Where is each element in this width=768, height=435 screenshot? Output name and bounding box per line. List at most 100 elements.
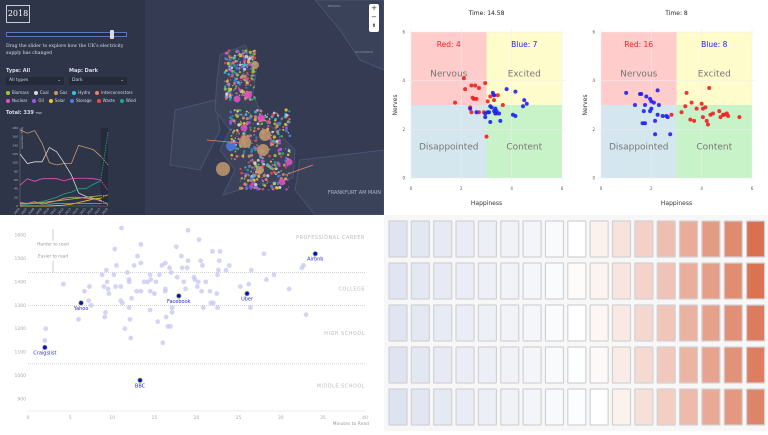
type-label: Type: All [6,68,30,74]
power-plant-dot [240,61,241,62]
power-plant-dot [227,73,230,76]
power-plant-dot [237,111,239,113]
year-slider[interactable] [6,32,127,37]
power-plant-dot [276,145,278,147]
labeled-site-craigslist[interactable]: Craigslist [33,345,56,356]
site-point [238,284,243,289]
power-plant-dot [281,135,283,137]
compass-reset-button[interactable]: ⬍ [369,22,379,31]
chart-title: Time: 14.58 [468,10,505,17]
power-plant-dot [234,77,236,79]
heatmap-cell [680,389,698,425]
power-plant-dot [278,150,280,152]
power-plant-dot [244,166,246,168]
power-plant-dot [289,151,291,153]
labeled-site-airbnb[interactable]: Airbnb [307,251,323,262]
power-plant-dot [242,115,243,116]
heatmap-cell [478,305,496,341]
red-point [703,105,707,109]
site-point [304,312,309,317]
heatmap-cell [747,347,765,383]
legend-item-biomass[interactable]: Biomass [6,90,29,95]
red-point [717,109,721,113]
heatmap-cell [389,389,407,425]
power-plant-dot [273,171,275,173]
power-plant-dot [279,175,281,177]
legend-swatch [6,99,10,103]
red-point [690,101,694,105]
power-plant-dot [246,111,248,113]
power-plant-dot [230,135,232,137]
power-plant-dot [280,155,282,157]
red-point [669,113,673,117]
uk-power-map[interactable]: BERGEN SKAGERRAK FRANKFURT AM MAIN [145,0,384,215]
large-power-plant [286,159,293,166]
power-plant-dot [226,80,229,83]
y-tick-label: 2 [402,127,405,132]
x-tick-label: 2016 [86,207,94,215]
large-power-plant [239,136,251,148]
europe-landmass [295,150,384,215]
site-point [224,268,229,273]
power-plant-dot [246,66,247,67]
power-plant-dot [233,139,234,140]
site-point [272,272,277,277]
zoom-out-button[interactable]: − [369,13,379,22]
fuel-legend: Biomass Coal Gas Hydro Interconnectors Nuclea… [6,90,141,103]
power-plant-dot [238,89,241,92]
heatmap-cell [657,263,675,299]
year-display: 2018 [6,5,30,23]
site-point [112,247,117,252]
heatmap-cell [434,305,452,341]
power-plant-dot [250,84,252,86]
power-plant-dot [274,168,275,169]
x-axis-label: Happiness [661,200,692,207]
heatmap-cell [545,221,563,257]
year-slider-handle[interactable] [110,30,114,39]
site-point [186,258,191,263]
power-plant-dot [256,178,258,180]
power-plant-dot [238,156,239,157]
red-point [462,76,466,80]
site-point [203,279,208,284]
labeled-site-bbc[interactable]: BBC [135,378,146,389]
power-plant-dot [232,94,234,96]
y-tick-label: 180 [12,126,18,130]
map-style-dropdown[interactable]: Dark⌄ [69,77,127,85]
map-label-skagerrak: SKAGERRAK [355,50,374,54]
type-dropdown[interactable]: All types⌄ [6,77,64,85]
zoom-in-button[interactable]: + [369,4,379,13]
power-plant-dot [261,160,264,163]
heatmap-cell [456,347,474,383]
legend-item-hydro[interactable]: Hydro [72,90,90,95]
red-point [483,81,487,85]
power-plant-dot [248,121,251,124]
power-plant-dot [239,168,241,170]
power-plant-dot [274,127,276,129]
site-point [196,279,201,284]
map-canvas[interactable]: BERGEN SKAGERRAK FRANKFURT AM MAIN [145,0,384,215]
legend-item-solar[interactable]: Solar [49,98,65,103]
legend-item-waste[interactable]: Waste [97,98,115,103]
level-label: HIGH SCHOOL [324,331,365,337]
legend-item-oil[interactable]: Oil [32,98,43,103]
legend-label: Storage [76,98,92,103]
power-plant-dot [232,61,235,64]
map-label-frankfurt: FRANKFURT AM MAIN [328,190,381,196]
labeled-site-yahoo[interactable]: Yahoo [73,301,89,312]
legend-item-interconnectors[interactable]: Interconnectors [95,90,132,95]
x-tick-label: 2010 [42,207,50,215]
labeled-site-uber[interactable]: Uber [241,291,254,302]
power-plant-dot [284,123,287,126]
labeled-site-facebook[interactable]: Facebook [167,294,191,305]
site-point [210,249,215,254]
legend-item-nuclear[interactable]: Nuclear [6,98,27,103]
power-plant-dot [288,110,290,112]
power-plant-dot [231,74,233,76]
legend-item-wind[interactable]: Wind [120,98,136,103]
legend-item-gas[interactable]: Gas [54,90,68,95]
legend-item-coal[interactable]: Coal [34,90,49,95]
blue-point [468,107,472,111]
legend-item-storage[interactable]: Storage [70,98,92,103]
